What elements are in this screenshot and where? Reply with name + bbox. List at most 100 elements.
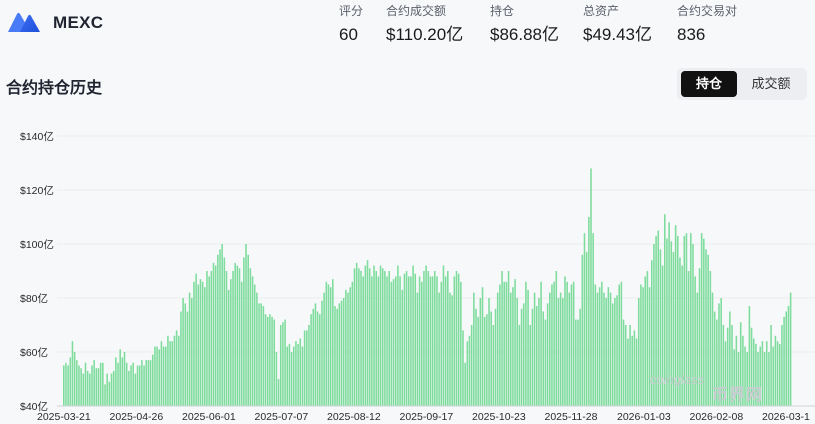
bar[interactable] (637, 298, 640, 406)
bar[interactable] (301, 346, 304, 406)
bar[interactable] (607, 287, 610, 406)
tab-open-interest[interactable]: 持仓 (681, 71, 737, 97)
bar[interactable] (429, 276, 432, 406)
bar[interactable] (455, 271, 458, 406)
bar[interactable] (373, 265, 375, 406)
bar[interactable] (158, 349, 161, 406)
bar[interactable] (783, 316, 785, 406)
bar[interactable] (535, 306, 538, 406)
bar[interactable] (201, 281, 204, 406)
bar[interactable] (663, 214, 666, 406)
bar[interactable] (234, 262, 236, 406)
bar[interactable] (633, 330, 636, 406)
bar[interactable] (720, 298, 722, 406)
bar[interactable] (249, 268, 252, 406)
bar[interactable] (566, 281, 568, 406)
bar[interactable] (143, 365, 145, 407)
bar[interactable] (789, 292, 792, 406)
bar[interactable] (496, 292, 499, 406)
bar[interactable] (227, 289, 230, 406)
bar[interactable] (562, 298, 564, 406)
bar[interactable] (650, 260, 653, 406)
bar[interactable] (588, 217, 590, 406)
bar[interactable] (106, 373, 108, 406)
bar[interactable] (240, 281, 243, 406)
bar[interactable] (440, 281, 443, 406)
bar[interactable] (742, 335, 744, 406)
bar[interactable] (620, 281, 623, 406)
bar[interactable] (371, 276, 373, 406)
bar[interactable] (332, 279, 334, 406)
bar[interactable] (707, 254, 709, 406)
bar[interactable] (614, 298, 616, 406)
bar[interactable] (431, 276, 434, 406)
bar[interactable] (627, 338, 629, 407)
bar[interactable] (292, 346, 295, 406)
bar[interactable] (581, 254, 584, 406)
bar[interactable] (527, 289, 529, 406)
bar[interactable] (273, 319, 276, 406)
bar[interactable] (154, 346, 156, 406)
bar[interactable] (260, 303, 262, 406)
bar[interactable] (269, 314, 271, 406)
bar[interactable] (653, 244, 655, 406)
bar[interactable] (499, 284, 501, 407)
bar[interactable] (618, 284, 620, 407)
bar[interactable] (377, 276, 380, 406)
bar[interactable] (522, 303, 525, 406)
bar[interactable] (386, 276, 388, 406)
bar[interactable] (683, 235, 686, 406)
bar[interactable] (557, 298, 560, 406)
bar[interactable] (184, 303, 187, 406)
bar[interactable] (405, 271, 408, 406)
bar[interactable] (677, 235, 679, 406)
bar[interactable] (442, 265, 445, 406)
bar[interactable] (73, 352, 76, 406)
bar[interactable] (635, 338, 638, 407)
bar[interactable] (297, 343, 299, 406)
bar[interactable] (171, 341, 174, 406)
bar[interactable] (206, 271, 208, 406)
bar[interactable] (173, 335, 176, 406)
bar[interactable] (169, 341, 171, 406)
bar[interactable] (245, 244, 247, 406)
bar[interactable] (750, 327, 753, 406)
bar[interactable] (392, 279, 395, 406)
bar[interactable] (774, 335, 777, 406)
bar[interactable] (533, 292, 536, 406)
bar[interactable] (438, 292, 440, 406)
bar[interactable] (592, 233, 594, 406)
bar[interactable] (687, 271, 690, 406)
bar[interactable] (290, 352, 293, 406)
bar[interactable] (542, 311, 545, 407)
bar[interactable] (314, 303, 317, 406)
bar[interactable] (191, 298, 193, 406)
bar[interactable] (735, 335, 738, 406)
bar[interactable] (594, 284, 597, 407)
bar[interactable] (776, 341, 779, 406)
bar[interactable] (65, 362, 67, 406)
bar[interactable] (509, 292, 512, 406)
bar[interactable] (590, 168, 592, 406)
bar[interactable] (475, 308, 477, 406)
bar[interactable] (703, 238, 705, 406)
bar[interactable] (99, 362, 102, 406)
bar[interactable] (674, 225, 677, 406)
bar[interactable] (316, 311, 319, 407)
bar[interactable] (210, 271, 213, 406)
bar[interactable] (761, 341, 764, 406)
bar[interactable] (713, 311, 716, 407)
bar[interactable] (605, 298, 607, 406)
bar[interactable] (765, 341, 768, 406)
bar[interactable] (312, 308, 315, 406)
bar[interactable] (457, 273, 460, 406)
bar[interactable] (731, 325, 733, 406)
bar[interactable] (323, 292, 325, 406)
bar[interactable] (694, 276, 696, 406)
bar[interactable] (186, 311, 189, 407)
bar[interactable] (256, 292, 258, 406)
bar[interactable] (89, 373, 91, 406)
bar[interactable] (347, 292, 349, 406)
bar[interactable] (460, 281, 462, 406)
bar[interactable] (640, 284, 642, 407)
